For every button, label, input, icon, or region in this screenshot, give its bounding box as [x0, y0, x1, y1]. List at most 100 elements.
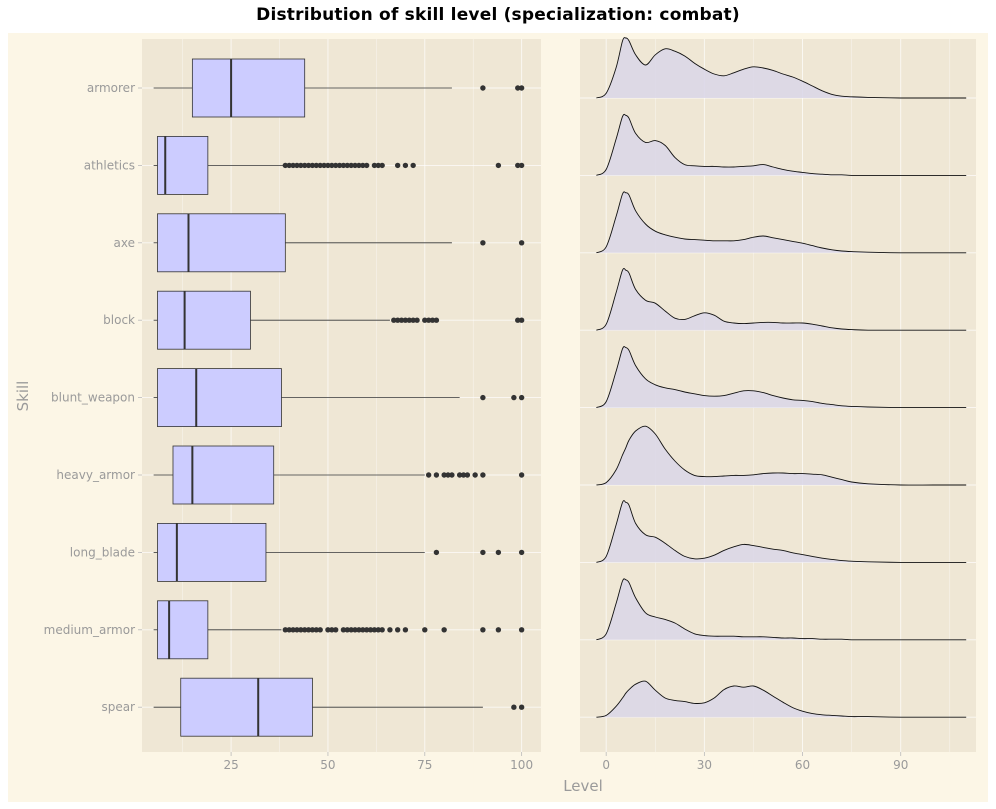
outlier-point	[425, 472, 432, 478]
x-tick-label: 0	[602, 758, 610, 772]
outlier-point	[325, 162, 331, 169]
outlier-point	[518, 704, 525, 710]
outlier-point	[348, 162, 354, 169]
box-iqr	[157, 600, 209, 660]
outlier-point	[429, 317, 436, 323]
outlier-point	[329, 627, 335, 633]
outlier-point	[363, 162, 370, 169]
outlier-point	[301, 162, 308, 169]
ridge-line	[596, 680, 967, 718]
ridge-line	[596, 267, 967, 331]
x-tick-label: 90	[893, 758, 908, 772]
box-iqr	[191, 58, 306, 118]
y-tick-label: spear	[101, 700, 135, 714]
outlier-point	[406, 317, 412, 323]
ridge-fill	[596, 37, 967, 99]
outlier-point	[294, 627, 300, 633]
outlier-point	[313, 162, 320, 169]
outlier-point	[352, 627, 358, 633]
outlier-point	[495, 627, 502, 633]
ridge-blunt_weapon	[596, 346, 967, 409]
ridge-block	[596, 267, 967, 331]
boxplot-blunt_weapon	[153, 368, 525, 428]
y-tick-label: armorer	[87, 81, 135, 95]
outlier-point	[360, 627, 366, 633]
y-tick-label: blunt_weapon	[51, 391, 135, 405]
outlier-point	[410, 317, 416, 323]
box-iqr	[157, 523, 267, 582]
outlier-point	[309, 162, 316, 169]
box-iqr	[172, 445, 275, 505]
outlier-point	[422, 317, 428, 323]
outlier-point	[344, 627, 351, 633]
ridge-line	[596, 191, 967, 254]
outlier-point	[332, 162, 339, 169]
outlier-point	[398, 317, 405, 323]
outlier-point	[464, 472, 471, 478]
outlier-point	[286, 627, 292, 633]
outlier-point	[298, 162, 304, 169]
ridge-line	[596, 37, 967, 99]
outlier-point	[402, 162, 409, 169]
boxplot-medium_armor	[153, 600, 525, 660]
outlier-point	[518, 627, 525, 633]
outlier-point	[480, 472, 486, 478]
outlier-point	[472, 472, 478, 478]
outlier-point	[282, 627, 289, 633]
outlier-point	[313, 627, 320, 633]
outlier-point	[433, 317, 440, 323]
outlier-point	[518, 162, 525, 169]
outlier-point	[387, 627, 393, 633]
ridge-line	[596, 578, 967, 641]
outlier-point	[298, 627, 304, 633]
outlier-point	[394, 627, 401, 633]
outlier-point	[379, 162, 385, 169]
ridge-spear	[596, 680, 967, 718]
x-tick-label: 25	[223, 758, 238, 772]
outlier-point	[515, 162, 521, 169]
outlier-point	[518, 549, 525, 556]
ridge-fill	[596, 191, 967, 253]
outlier-point	[515, 85, 521, 91]
outlier-point	[414, 317, 420, 323]
outlier-point	[294, 162, 300, 169]
ridge-fill	[596, 578, 967, 640]
outlier-point	[352, 162, 358, 169]
ridgeline-panel	[596, 37, 967, 718]
boxplot-spear	[153, 677, 525, 737]
boxplot-block	[153, 290, 525, 350]
boxplot-athletics	[153, 135, 525, 195]
outlier-point	[340, 162, 347, 169]
y-tick-label: axe	[114, 236, 135, 250]
boxplot-long_blade	[153, 523, 525, 582]
label-layer: armorer athletics axe block blunt_weaponheav…	[14, 81, 908, 795]
outlier-point	[309, 627, 316, 633]
outlier-point	[422, 627, 428, 633]
outlier-point	[518, 240, 525, 246]
y-tick-label: athletics	[84, 158, 135, 172]
outlier-point	[480, 549, 486, 556]
outlier-point	[480, 394, 486, 401]
outlier-point	[402, 627, 409, 633]
outlier-point	[515, 317, 521, 323]
outlier-point	[356, 162, 362, 169]
outlier-point	[348, 627, 354, 633]
outlier-point	[425, 317, 432, 323]
outlier-point	[356, 627, 362, 633]
outlier-point	[518, 317, 525, 323]
outlier-point	[445, 472, 451, 478]
outlier-point	[340, 627, 347, 633]
ridge-long_blade	[596, 500, 967, 563]
ridge-fill	[596, 346, 967, 408]
outlier-point	[367, 627, 374, 633]
outlier-point	[394, 317, 401, 323]
box-iqr	[157, 290, 251, 350]
outlier-point	[456, 472, 463, 478]
ridge-armorer	[596, 37, 967, 99]
x-tick-label: 100	[510, 758, 533, 772]
outlier-point	[375, 627, 382, 633]
outlier-point	[371, 627, 378, 633]
boxplot-axe	[153, 213, 525, 273]
outlier-point	[433, 472, 440, 478]
outlier-point	[329, 162, 335, 169]
